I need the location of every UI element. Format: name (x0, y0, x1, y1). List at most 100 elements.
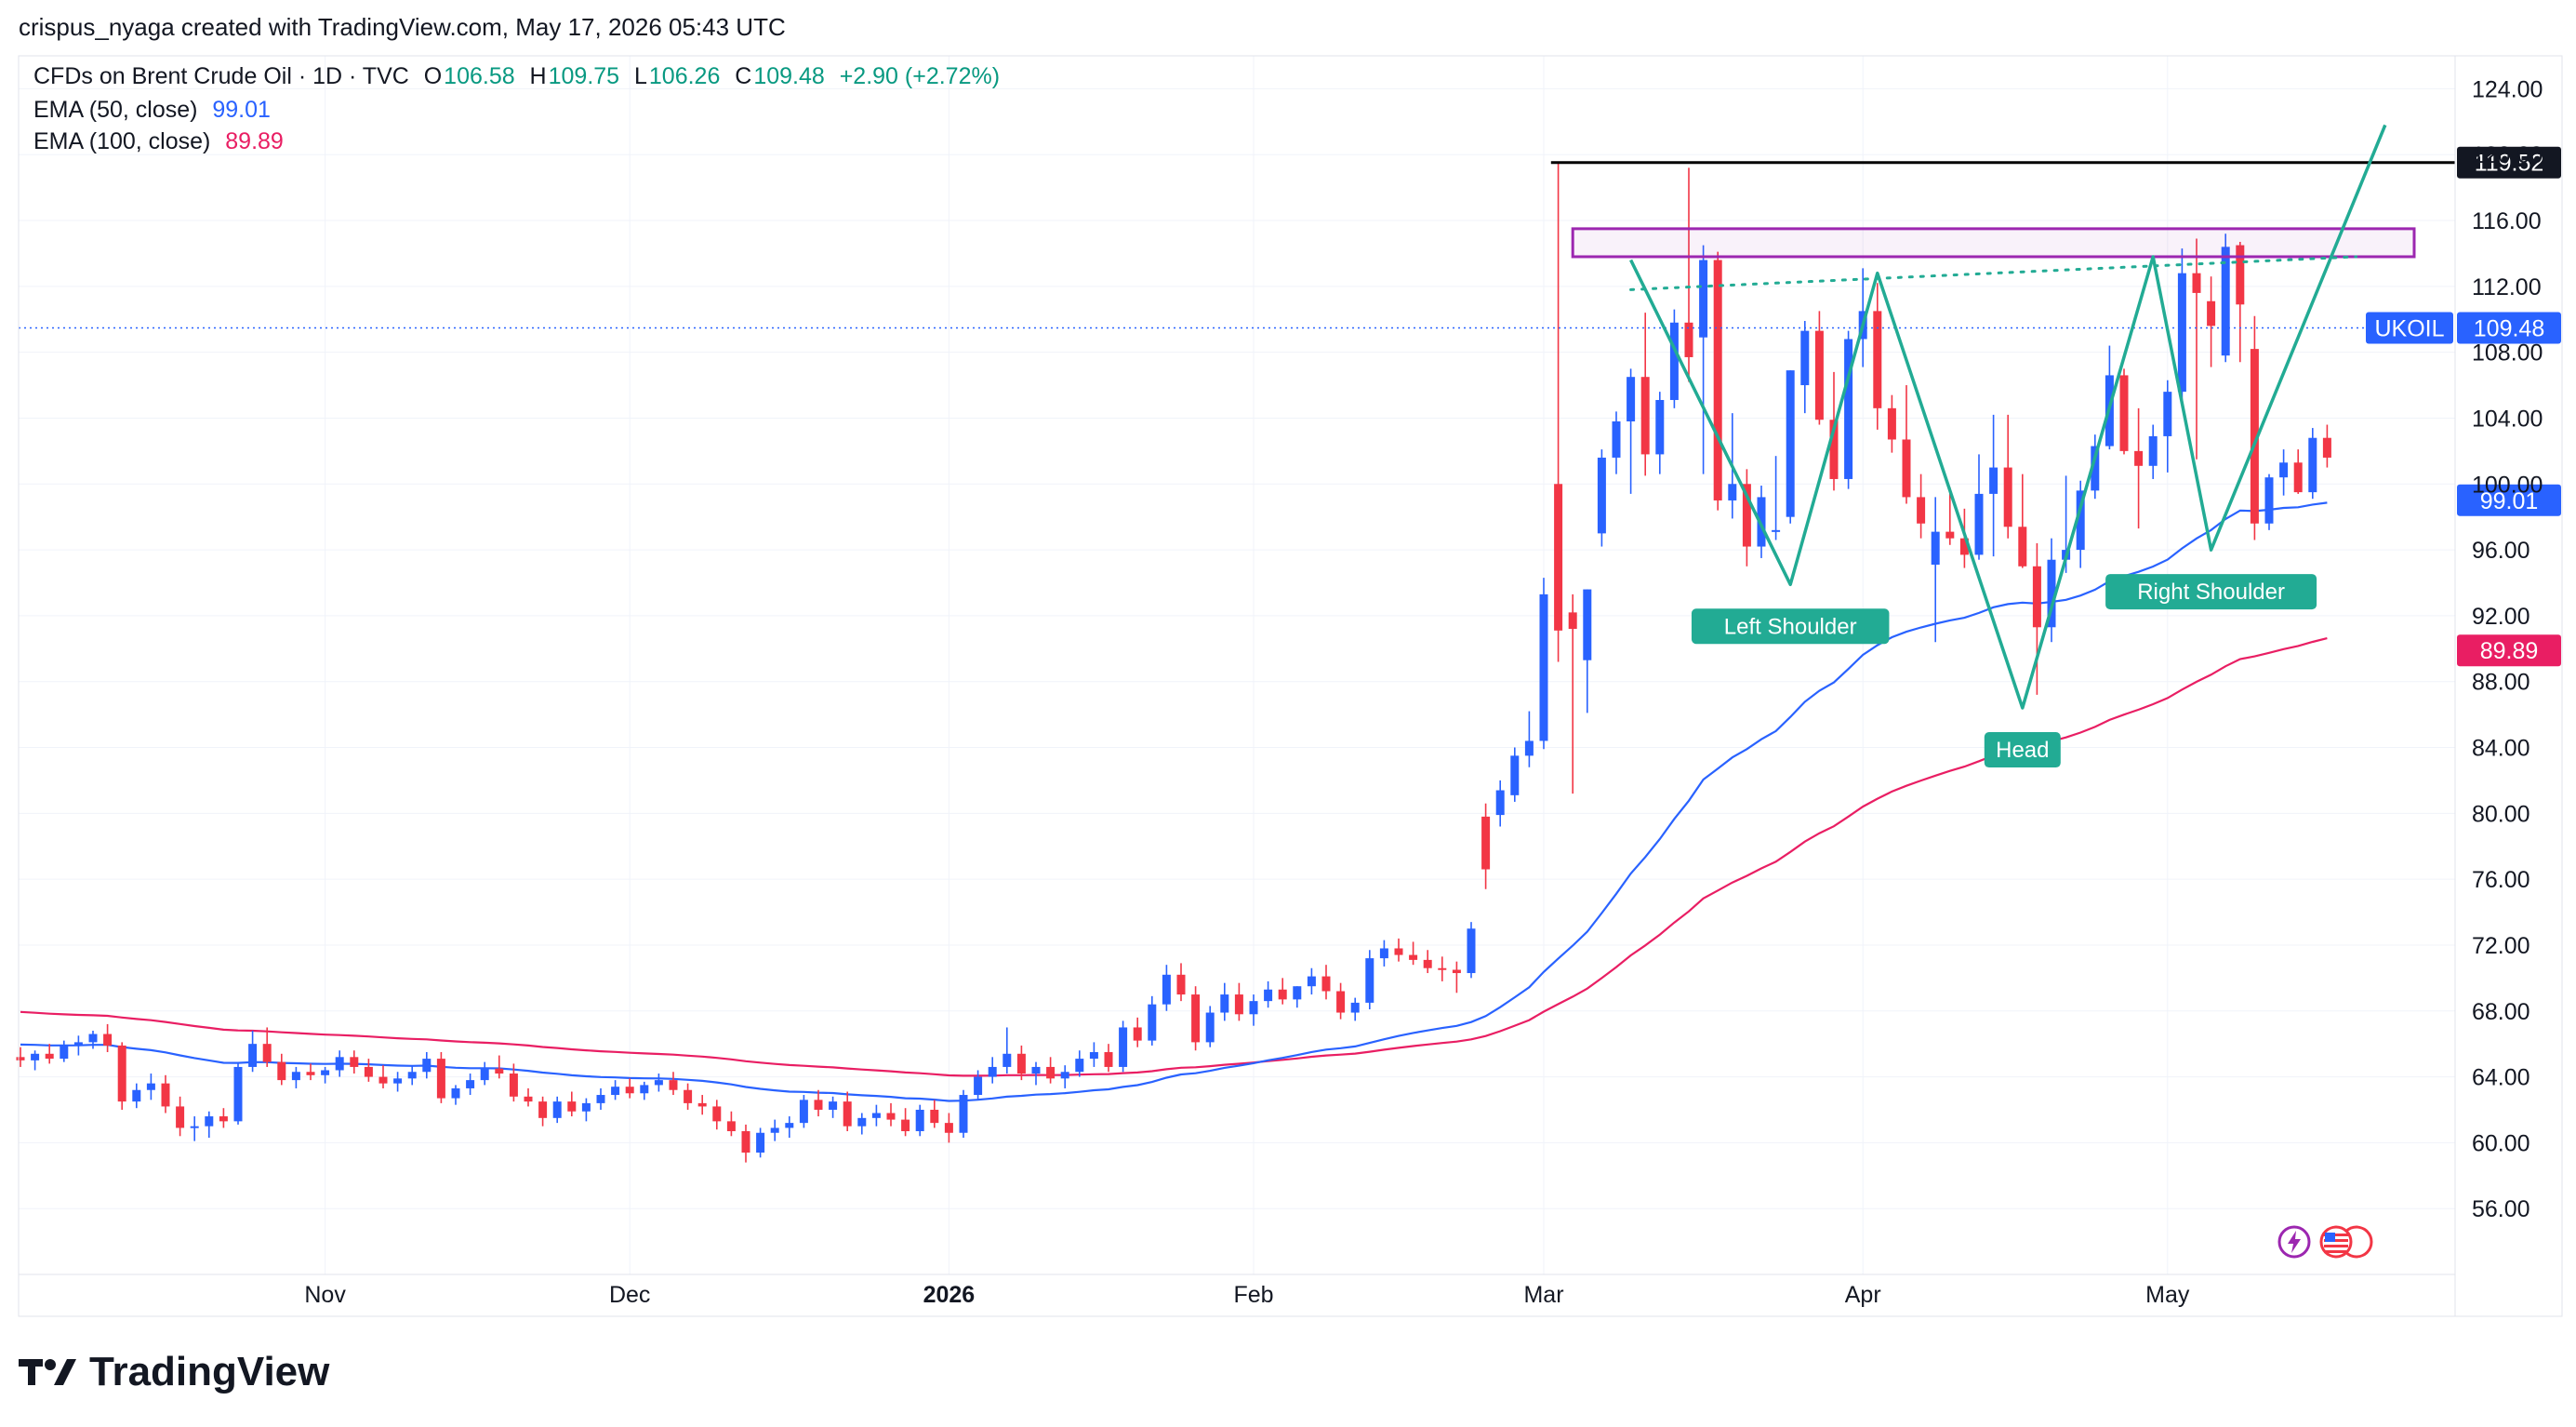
candle-body (31, 1053, 40, 1060)
time-tick-label: 2026 (923, 1282, 976, 1308)
candle-body (2163, 392, 2172, 436)
candle-body (538, 1101, 548, 1118)
candle-body (1887, 407, 1896, 440)
legend-close-label: C (735, 63, 752, 89)
candle-body (1612, 421, 1621, 458)
price-tick-label: 104.00 (2472, 406, 2543, 432)
candle-body (407, 1072, 417, 1079)
candle-body (712, 1106, 722, 1122)
head-and-shoulders-path (1629, 124, 2387, 710)
candle-body (1974, 493, 1984, 555)
candle-body (466, 1080, 475, 1088)
candle-body (2119, 375, 2129, 451)
candle-body (2308, 437, 2317, 493)
legend-open-value: 106.58 (444, 63, 515, 89)
legend-ema100[interactable]: EMA (100, close) 89.89 (33, 128, 285, 155)
candle-body (1016, 1053, 1026, 1074)
candle-body (1524, 740, 1534, 756)
pattern-label-box (1984, 732, 2061, 768)
price-tick-label: 112.00 (2472, 274, 2542, 300)
price-tick-label: 80.00 (2472, 801, 2530, 827)
pattern-label-text: Right Shoulder (2137, 580, 2285, 605)
candle-body (654, 1080, 663, 1086)
candle-body (1220, 994, 1229, 1013)
candle-body (1119, 1027, 1128, 1067)
price-tag-last: 109.48 (2457, 312, 2561, 344)
candle-body (1365, 958, 1374, 1003)
candle-body (1699, 260, 1708, 338)
candle-body (73, 1042, 83, 1046)
pattern-label-head: Head (1984, 732, 2061, 768)
candle-body (1684, 322, 1693, 357)
candle-body (1148, 1004, 1157, 1041)
legend-ema50-label: EMA (50, close) (33, 97, 198, 123)
drawings: Left Shoulder Head Right Shoulder 119.52 UKO… (19, 124, 2561, 768)
candle-body (1481, 816, 1491, 870)
attribution-text: crispus_nyaga created with TradingView.c… (19, 13, 786, 41)
candle-body (2279, 462, 2289, 478)
price-tag-label: 99.01 (2480, 488, 2539, 514)
resistance-zone (1571, 227, 2416, 259)
candle-body (262, 1044, 272, 1062)
candle-body (581, 1102, 591, 1112)
candle-body (974, 1076, 983, 1096)
pattern-label-right-shoulder: Right Shoulder (2105, 574, 2317, 610)
candle-body (2293, 462, 2303, 493)
candle-body (2177, 273, 2186, 393)
price-tick-label: 108.00 (2472, 340, 2543, 367)
candle-body (1046, 1066, 1056, 1079)
candle-body (1452, 969, 1461, 974)
price-tag-label: 89.89 (2480, 638, 2539, 664)
candle-body (567, 1101, 577, 1112)
neckline (1629, 255, 2358, 291)
candle-body (741, 1130, 750, 1153)
candle-body (843, 1101, 852, 1127)
candle-body (103, 1034, 113, 1046)
candle-body (2091, 446, 2100, 491)
candle-body (829, 1101, 838, 1110)
candle-body (1060, 1072, 1069, 1079)
candle-body (495, 1068, 504, 1074)
candle-body (959, 1095, 968, 1133)
candle-body (1191, 994, 1201, 1043)
price-tick-label: 124.00 (2472, 76, 2543, 102)
time-tick-label: Feb (1233, 1282, 1273, 1308)
candle-body (132, 1089, 141, 1102)
legend-open-label: O (423, 63, 443, 89)
candle-body (1713, 260, 1722, 500)
legend-high-value: 109.75 (548, 63, 620, 89)
candle-body (1438, 967, 1447, 970)
candle-body (1264, 989, 1273, 1002)
candle-body (697, 1102, 707, 1107)
pattern-label-text: Left Shoulder (1724, 614, 1857, 639)
candle-body (1917, 497, 1926, 524)
candle-body (146, 1083, 155, 1090)
lightning-icon[interactable] (2277, 1224, 2312, 1260)
pattern-label-box (1691, 608, 1890, 645)
candle-body (1829, 420, 1839, 479)
candle-body (436, 1059, 445, 1099)
candle-body (1554, 484, 1563, 631)
legend-low-label: L (633, 63, 647, 89)
axes: 56.00 60.00 64.00 68.00 72.00 76.00 80.00 84.00… (18, 55, 2563, 1317)
price-tick-label: 100.00 (2472, 472, 2543, 498)
time-tick-label: Dec (609, 1282, 650, 1308)
candle-body (1394, 948, 1403, 955)
price-tick-label: 84.00 (2472, 736, 2530, 762)
candle-body (1959, 538, 1969, 555)
price-tag-level: 119.52 (2457, 146, 2561, 179)
pattern-label-left-shoulder: Left Shoulder (1691, 608, 1890, 645)
candle-body (1307, 976, 1316, 987)
candle-body (2018, 527, 2027, 567)
price-tick-label: 68.00 (2472, 999, 2530, 1025)
candle-body (857, 1117, 867, 1127)
candle-body (2047, 559, 2056, 628)
legend-ema50[interactable]: EMA (50, close) 99.01 (33, 97, 272, 124)
candle-body (393, 1078, 403, 1084)
price-tag-box (2457, 146, 2561, 179)
candle-body (1089, 1052, 1098, 1060)
time-tick-label: Nov (304, 1282, 346, 1308)
candle-body (2076, 490, 2085, 551)
us-flag-icon[interactable] (2316, 1224, 2377, 1260)
